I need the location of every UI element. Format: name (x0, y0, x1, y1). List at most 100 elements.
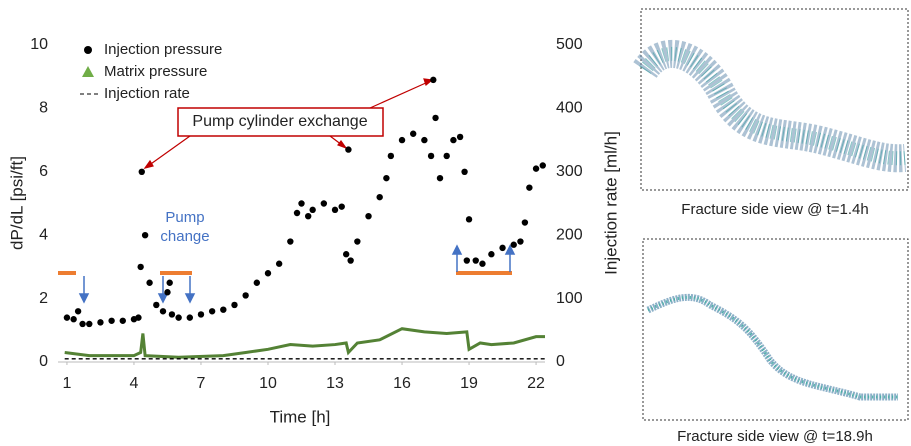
x-tick-label: 13 (326, 375, 344, 392)
data-point (376, 193, 383, 201)
data-point (97, 319, 104, 326)
data-point (338, 203, 345, 210)
image-frame (640, 8, 909, 191)
data-point (463, 257, 471, 264)
data-point (293, 209, 301, 217)
data-point (138, 168, 145, 175)
legend-marker (84, 46, 92, 54)
data-point (421, 136, 428, 144)
y2-axis-label: Injection rate [ml/h] (601, 131, 620, 275)
data-point (119, 317, 126, 324)
data-point (331, 206, 339, 214)
y2-tick-label: 200 (556, 226, 583, 243)
data-point (309, 206, 316, 214)
data-point (197, 311, 205, 318)
data-point (465, 216, 473, 223)
y-tick-label: 0 (39, 353, 48, 370)
data-point (79, 320, 86, 328)
data-point (253, 279, 261, 286)
x-tick-label: 22 (527, 375, 545, 392)
data-point (532, 165, 540, 172)
x-tick-label: 7 (197, 375, 206, 392)
data-point (146, 279, 153, 286)
data-point (521, 219, 529, 226)
fracture-image (646, 293, 898, 401)
data-point (347, 257, 354, 264)
data-point (510, 241, 517, 248)
data-point (175, 314, 182, 321)
data-point (63, 314, 71, 321)
y2-tick-label: 400 (556, 100, 583, 117)
data-point (354, 238, 361, 245)
panel-caption: Fracture side view @ t=1.4h (681, 201, 868, 218)
data-point (342, 251, 350, 258)
callout: Pump cylinder exchange (143, 78, 434, 169)
data-point (443, 152, 450, 160)
data-point (436, 174, 444, 182)
event-arrows (78, 244, 516, 304)
image-frame (642, 238, 909, 421)
y-tick-label: 8 (39, 100, 48, 117)
x-tick-label: 10 (259, 375, 277, 392)
fracture-image (633, 39, 907, 173)
y-tick-label: 4 (39, 226, 48, 243)
annotation: Pump change (160, 209, 210, 245)
data-point (398, 136, 406, 144)
data-point (231, 301, 238, 309)
fracture-image (639, 46, 906, 166)
data-point (275, 260, 283, 267)
data-point (472, 257, 479, 264)
x-tick-label: 16 (393, 375, 411, 392)
data-point (320, 200, 328, 207)
data-point (287, 238, 294, 245)
data-point (345, 146, 352, 153)
legend-label: Injection rate (104, 85, 190, 102)
fracture-image (647, 295, 898, 399)
x-tick-label: 19 (460, 375, 478, 392)
y-tick-label: 10 (30, 36, 48, 53)
y2-tick-label: 100 (556, 290, 583, 307)
legend-label: Injection pressure (104, 41, 222, 58)
data-point (242, 292, 249, 299)
x-tick-label: 1 (62, 375, 71, 392)
data-point (450, 136, 457, 144)
data-point (479, 260, 486, 267)
data-point (153, 301, 160, 309)
y-tick-label: 2 (39, 290, 48, 307)
panel-caption: Fracture side view @ t=18.9h (677, 428, 873, 445)
legend-label: Matrix pressure (104, 63, 207, 80)
data-point (305, 212, 312, 220)
data-point (164, 289, 171, 296)
data-point (539, 162, 546, 169)
data-point (86, 320, 93, 328)
data-point (517, 238, 524, 245)
data-point (499, 244, 506, 252)
data-point (383, 174, 390, 182)
data-point (186, 314, 194, 321)
data-point (432, 114, 439, 122)
data-point (488, 251, 495, 258)
data-point (208, 308, 216, 315)
data-point (141, 232, 149, 239)
y2-tick-label: 500 (556, 36, 583, 53)
data-point (159, 308, 167, 315)
legend-marker (82, 66, 94, 77)
data-line (64, 327, 545, 359)
data-point (461, 168, 468, 175)
data-point (168, 311, 176, 318)
y2-tick-label: 0 (556, 353, 565, 370)
data-point (264, 270, 272, 277)
data-point (387, 152, 395, 160)
y-tick-label: 6 (39, 163, 48, 180)
data-point (70, 316, 77, 323)
data-point (298, 200, 305, 207)
data-point (166, 279, 173, 286)
data-point (365, 212, 372, 220)
annotation: Pump cylinder exchange (192, 113, 367, 130)
data-point (135, 314, 142, 321)
x-tick-label: 4 (130, 375, 139, 392)
data-point (108, 317, 115, 324)
data-point (74, 308, 82, 315)
